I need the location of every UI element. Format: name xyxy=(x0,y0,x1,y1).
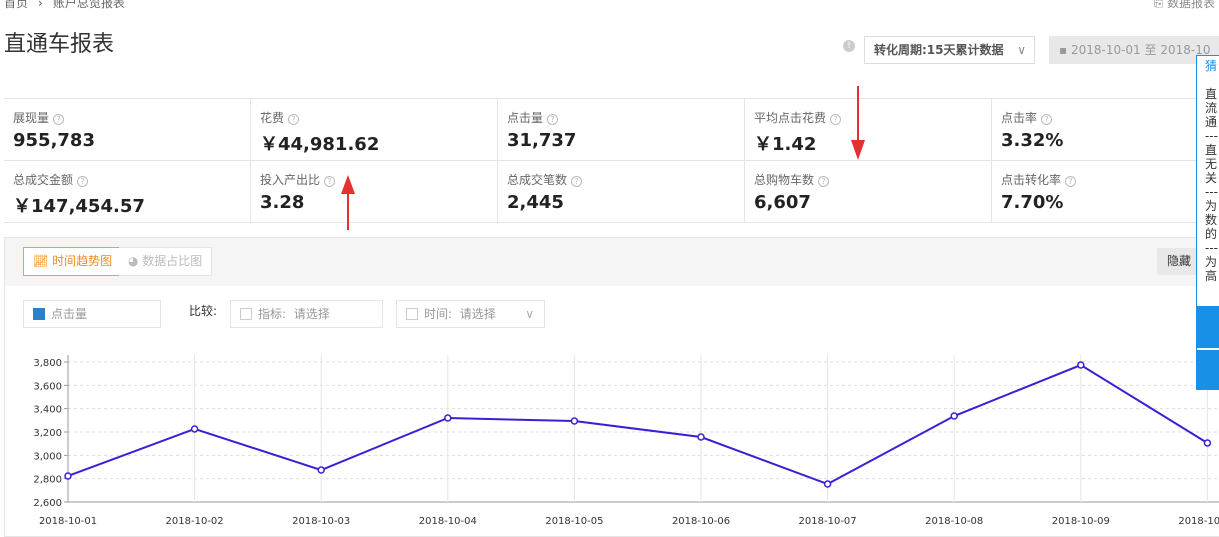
popup-line: 通 xyxy=(1205,115,1218,129)
popup-line: 直 xyxy=(1205,87,1218,101)
metric-label: 总成交金额? xyxy=(13,171,241,188)
page-title: 直通车报表 xyxy=(4,32,115,57)
popup-line: 为 xyxy=(1205,199,1218,213)
metric-value: ￥1.42 xyxy=(754,134,817,155)
metric-card[interactable]: 花费? ￥44,981.62 xyxy=(251,99,498,160)
popup-line: --- xyxy=(1205,185,1218,199)
breadcrumb-current[interactable]: 账户总览报表 xyxy=(52,0,125,10)
popup-line: --- xyxy=(1205,129,1218,143)
series-color-swatch xyxy=(33,308,45,320)
metric-label: 总购物车数? xyxy=(754,171,982,188)
metric-card[interactable]: 投入产出比? 3.28 xyxy=(251,161,498,222)
compare-indicator-select[interactable]: 指标: 请选择 xyxy=(230,300,383,328)
popup-line: 为 xyxy=(1205,255,1218,269)
bell-icon[interactable] xyxy=(1197,306,1219,348)
chart-panel: 📈︎ 时间趋势图 ◕ 数据占比图 隐藏 点击量 比较: 指标: 请选择 时间: … xyxy=(4,237,1219,537)
chart-toolbar: 📈︎ 时间趋势图 ◕ 数据占比图 隐藏 xyxy=(5,238,1219,286)
metrics-row: 总成交金额? ￥147,454.57 投入产出比? 3.28 总成交笔数? 2,445 总购… xyxy=(4,161,1219,223)
help-icon[interactable]: ? xyxy=(1041,114,1053,125)
help-icon[interactable]: ? xyxy=(53,114,65,125)
metric-value: ￥44,981.62 xyxy=(260,134,380,155)
popup-line: 高 xyxy=(1205,269,1218,283)
metric-card[interactable]: 总购物车数? 6,607 xyxy=(745,161,992,222)
help-icon[interactable]: ? xyxy=(571,176,583,187)
help-icon[interactable]: ? xyxy=(818,176,830,187)
series-selector[interactable]: 点击量 xyxy=(23,300,161,328)
data-report-link[interactable]: ⎘ 数据报表 xyxy=(1154,0,1215,11)
indicator-placeholder: 请选择 xyxy=(293,307,330,321)
chevron-right-icon: › xyxy=(38,0,43,10)
time-placeholder: 请选择 xyxy=(459,307,496,321)
metric-value: 3.28 xyxy=(260,192,305,213)
series-label: 点击量 xyxy=(51,307,88,321)
popup-line: 关 xyxy=(1205,171,1218,185)
help-icon[interactable]: ? xyxy=(77,176,89,187)
metric-label: 投入产出比? xyxy=(260,171,488,188)
metrics-row: 展现量? 955,783 花费? ￥44,981.62 点击量? 31,737 平均点击花费… xyxy=(4,99,1219,161)
chevron-down-icon: ∨ xyxy=(525,307,534,321)
popup-line: --- xyxy=(1205,241,1218,255)
metric-label: 展现量? xyxy=(13,109,241,126)
help-icon[interactable]: ? xyxy=(288,114,300,125)
chat-icon[interactable] xyxy=(1197,350,1219,389)
metric-card[interactable]: 总成交笔数? 2,445 xyxy=(498,161,745,222)
pie-chart-icon: ◕ xyxy=(128,254,143,268)
metric-label: 平均点击花费? xyxy=(754,109,982,126)
metric-label: 总成交笔数? xyxy=(507,171,735,188)
help-icon[interactable]: ? xyxy=(830,114,842,125)
info-icon[interactable]: ! xyxy=(843,40,855,52)
metric-label: 点击转化率? xyxy=(1001,171,1219,188)
popup-line: 直 xyxy=(1205,143,1218,157)
report-icon: ⎘ xyxy=(1153,0,1167,10)
popup-line: 流 xyxy=(1205,101,1218,115)
metric-value: 2,445 xyxy=(507,192,564,213)
compare-label: 比较: xyxy=(189,304,218,318)
metric-card[interactable]: 点击转化率? 7.70% xyxy=(992,161,1219,222)
side-popup: 猜 直流通 --- 直无关 --- 为数的 --- 为高 xyxy=(1196,55,1219,390)
metric-label: 花费? xyxy=(260,109,488,126)
breadcrumb-home[interactable]: 首页 xyxy=(4,0,29,10)
tab-label: 数据占比图 xyxy=(142,254,203,268)
hide-button[interactable]: 隐藏 xyxy=(1157,248,1201,275)
metric-value: 31,737 xyxy=(507,130,577,151)
metric-value: 7.70% xyxy=(1001,192,1064,213)
metrics-grid: 展现量? 955,783 花费? ￥44,981.62 点击量? 31,737 平均点击花费… xyxy=(4,98,1219,223)
metric-value: 955,783 xyxy=(13,130,95,151)
period-select[interactable]: 转化周期:15天累计数据 ∨ xyxy=(864,36,1035,64)
compare-time-select[interactable]: 时间: 请选择 ∨ xyxy=(396,300,545,328)
popup-line: 数 xyxy=(1205,213,1218,227)
help-icon[interactable]: ? xyxy=(1065,176,1077,187)
chevron-down-icon: ∨ xyxy=(1017,43,1026,57)
popup-title: 猜 xyxy=(1205,59,1218,73)
tab-label: 时间趋势图 xyxy=(52,254,113,268)
time-label: 时间: xyxy=(424,307,453,321)
period-value: 转化周期:15天累计数据 xyxy=(874,43,1004,57)
metric-label: 点击率? xyxy=(1001,109,1219,126)
indicator-label: 指标: xyxy=(258,307,287,321)
date-range-picker[interactable]: ▪ 2018-10-01 至 2018-10 xyxy=(1049,36,1219,64)
help-icon[interactable]: ? xyxy=(547,114,559,125)
line-chart-icon: 📈︎ xyxy=(33,254,53,268)
checkbox[interactable] xyxy=(240,308,252,320)
checkbox[interactable] xyxy=(406,308,418,320)
metric-value: 3.32% xyxy=(1001,130,1064,151)
metric-card[interactable]: 展现量? 955,783 xyxy=(4,99,251,160)
metric-card[interactable]: 点击率? 3.32% xyxy=(992,99,1219,160)
metric-value: ￥147,454.57 xyxy=(13,196,145,217)
tab-time-trend[interactable]: 📈︎ 时间趋势图 xyxy=(23,247,123,276)
metric-card[interactable]: 点击量? 31,737 xyxy=(498,99,745,160)
tab-data-share[interactable]: ◕ 数据占比图 xyxy=(119,247,213,276)
help-icon[interactable]: ? xyxy=(324,176,336,187)
metric-label: 点击量? xyxy=(507,109,735,126)
metric-card[interactable]: 总成交金额? ￥147,454.57 xyxy=(4,161,251,222)
metric-value: 6,607 xyxy=(754,192,811,213)
calendar-icon: ▪ xyxy=(1059,43,1071,57)
popup-line: 的 xyxy=(1205,227,1218,241)
metric-card[interactable]: 平均点击花费? ￥1.42 xyxy=(745,99,992,160)
data-report-label: 数据报表 xyxy=(1166,0,1215,10)
popup-line: 无 xyxy=(1205,157,1218,171)
breadcrumb: 首页 › 账户总览报表 xyxy=(4,0,135,11)
date-range-value: 2018-10-01 至 2018-10 xyxy=(1070,43,1211,57)
